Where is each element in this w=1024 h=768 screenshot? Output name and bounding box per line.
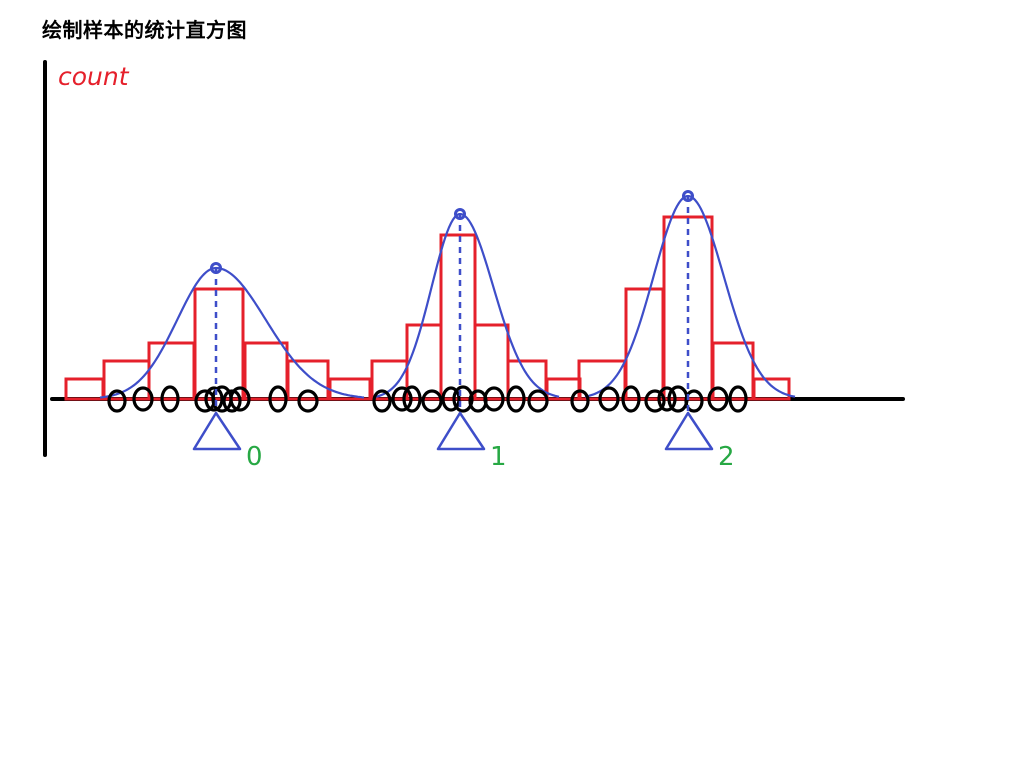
sample-point — [570, 389, 590, 413]
y-axis-label: count — [58, 62, 130, 91]
mean-triangle-marker — [192, 411, 242, 451]
mean-label: 2 — [718, 442, 735, 472]
histogram-bar — [64, 377, 105, 401]
sample-point — [483, 386, 505, 412]
sample-point — [527, 389, 549, 413]
sample-point — [598, 386, 620, 412]
mean-triangle-marker — [436, 411, 486, 451]
sample-point — [452, 385, 474, 413]
sample-point — [621, 385, 641, 413]
sample-point — [132, 386, 154, 412]
gaussian-curve — [584, 195, 796, 398]
sample-point — [421, 389, 443, 413]
sample-point — [506, 385, 526, 413]
histogram-bar — [439, 233, 477, 401]
sample-point — [684, 389, 704, 413]
sample-point — [402, 385, 422, 413]
histogram-bar — [545, 377, 582, 401]
sample-point — [268, 385, 288, 413]
histogram-bar — [506, 359, 548, 401]
peak-marker — [210, 262, 222, 274]
histogram-bar — [286, 359, 330, 401]
mean-triangle-marker — [664, 411, 714, 451]
histogram-bar — [243, 341, 289, 401]
sample-point — [297, 389, 319, 413]
histogram-bar — [193, 287, 245, 401]
mean-label: 1 — [490, 442, 507, 472]
gaussian-curve — [99, 266, 365, 399]
sample-points — [107, 385, 748, 413]
sample-point — [644, 389, 666, 413]
sample-point — [229, 386, 251, 412]
histogram-bar — [711, 341, 755, 401]
peak-marker — [682, 190, 694, 202]
histogram-bars — [64, 215, 791, 401]
sample-point — [657, 386, 677, 412]
mean-markers: 0 1 2 — [192, 190, 735, 472]
sample-point — [160, 385, 180, 413]
sample-point — [441, 386, 461, 412]
sample-point — [391, 386, 413, 412]
mean-label: 0 — [246, 442, 263, 472]
sample-point — [107, 389, 127, 413]
gaussian-curve — [374, 213, 560, 398]
sample-point — [204, 386, 224, 412]
peak-marker — [454, 208, 466, 220]
page-title: 绘制样本的统计直方图 — [42, 18, 247, 42]
sample-point — [728, 385, 748, 413]
sample-point — [707, 386, 729, 412]
gaussian-curves — [99, 195, 796, 399]
sample-point — [372, 389, 392, 413]
histogram-bar — [752, 377, 791, 401]
histogram-bar — [147, 341, 196, 401]
